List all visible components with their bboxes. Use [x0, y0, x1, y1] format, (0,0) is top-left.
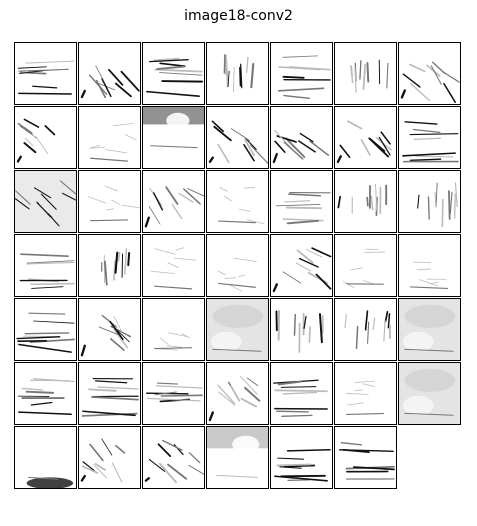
- feature-map-tile: [334, 234, 397, 297]
- feature-map-tile: [334, 362, 397, 425]
- feature-map-image: [402, 121, 459, 163]
- feature-map-tile: [78, 234, 141, 297]
- feature-map-image: [337, 183, 388, 217]
- feature-map-tile: [206, 42, 269, 105]
- feature-map-tile: [14, 362, 77, 425]
- feature-map-image: [17, 60, 75, 95]
- feature-map-tile: [142, 42, 205, 105]
- feature-map-tile: [14, 426, 77, 489]
- feature-map-tile: [270, 106, 333, 169]
- feature-map-tile: [334, 426, 397, 489]
- feature-map-image: [154, 332, 192, 351]
- feature-map-tile: [14, 42, 77, 105]
- feature-map-image: [144, 439, 204, 484]
- feature-map-image: [399, 299, 460, 360]
- feature-map-tile: [270, 426, 333, 489]
- feature-map-tile: [206, 298, 269, 361]
- feature-map-tile: [78, 106, 141, 169]
- feature-map-tile: [142, 298, 205, 361]
- feature-map-tile: [78, 42, 141, 105]
- feature-map-tile: [398, 234, 461, 297]
- feature-map-image: [146, 57, 204, 97]
- feature-map-image: [342, 248, 386, 289]
- feature-map-tile: [398, 170, 461, 233]
- feature-map-image: [80, 314, 132, 357]
- feature-map-tile: [270, 362, 333, 425]
- feature-map-tile: [398, 298, 461, 361]
- feature-map-image: [15, 171, 76, 232]
- feature-map-image: [81, 378, 139, 417]
- feature-map-image: [217, 257, 257, 292]
- feature-map-image: [400, 61, 460, 103]
- feature-map-image: [338, 441, 395, 480]
- feature-map-tile: [14, 234, 77, 297]
- feature-map-image: [344, 310, 391, 350]
- feature-map-image: [399, 363, 460, 424]
- feature-map-tile: [270, 298, 333, 361]
- feature-map-tile: [14, 298, 77, 361]
- feature-map-image: [207, 427, 268, 478]
- feature-map-tile: [206, 170, 269, 233]
- feature-map-tile: [142, 170, 205, 233]
- feature-map-image: [143, 107, 204, 149]
- figure-title: image18-conv2: [184, 8, 293, 24]
- feature-map-tile: [14, 106, 77, 169]
- feature-map-tile: [78, 170, 141, 233]
- feature-map-image: [345, 380, 384, 416]
- feature-map-image: [208, 120, 268, 164]
- feature-map-tile: [142, 426, 205, 489]
- feature-map-tile: [142, 106, 205, 169]
- feature-map-image: [207, 299, 268, 360]
- feature-map-image: [350, 59, 389, 93]
- feature-map-tile: [334, 42, 397, 105]
- feature-map-tile: [142, 234, 205, 297]
- feature-map-image: [417, 182, 458, 228]
- feature-map-tile: [334, 106, 397, 169]
- feature-map-image: [223, 54, 255, 93]
- feature-map-tile: [270, 234, 333, 297]
- feature-map-image: [151, 247, 197, 290]
- feature-map-image: [272, 129, 330, 164]
- feature-map-image: [26, 476, 74, 488]
- feature-map-image: [144, 186, 204, 228]
- feature-map-tile: [78, 298, 141, 361]
- feature-map-image: [89, 122, 137, 162]
- feature-map-tile: [14, 170, 77, 233]
- feature-map-tile: [142, 362, 205, 425]
- feature-map-image: [218, 187, 265, 225]
- feature-map-image: [100, 248, 131, 286]
- feature-map-image: [146, 382, 203, 403]
- feature-map-tile: [398, 106, 461, 169]
- feature-map-tile: [270, 42, 333, 105]
- feature-map-tile: [206, 426, 269, 489]
- feature-map-image: [19, 253, 75, 289]
- feature-map-tile: [398, 42, 461, 105]
- feature-map-image: [272, 247, 332, 293]
- feature-map-tile: [78, 362, 141, 425]
- feature-map-tile: [398, 362, 461, 425]
- feature-map-tile: [78, 426, 141, 489]
- feature-map-image: [80, 438, 126, 483]
- feature-map-image: [336, 120, 392, 164]
- feature-map-image: [17, 378, 75, 416]
- feature-map-tile: [334, 298, 397, 361]
- feature-map-tile: [206, 234, 269, 297]
- feature-map-tile: [334, 170, 397, 233]
- feature-map-tile: [206, 362, 269, 425]
- feature-map-image: [16, 312, 75, 353]
- feature-map-image: [274, 449, 331, 482]
- feature-map-image: [277, 55, 331, 99]
- feature-map-tile: [206, 106, 269, 169]
- feature-map-image: [275, 309, 324, 353]
- feature-map-image: [275, 192, 331, 225]
- feature-map-image: [80, 65, 140, 99]
- feature-map-image: [410, 261, 448, 289]
- feature-map-image: [87, 185, 140, 222]
- feature-map-image: [208, 375, 261, 422]
- feature-map-tile: [270, 170, 333, 233]
- feature-map-image: [16, 118, 56, 163]
- feature-map-image: [273, 379, 328, 418]
